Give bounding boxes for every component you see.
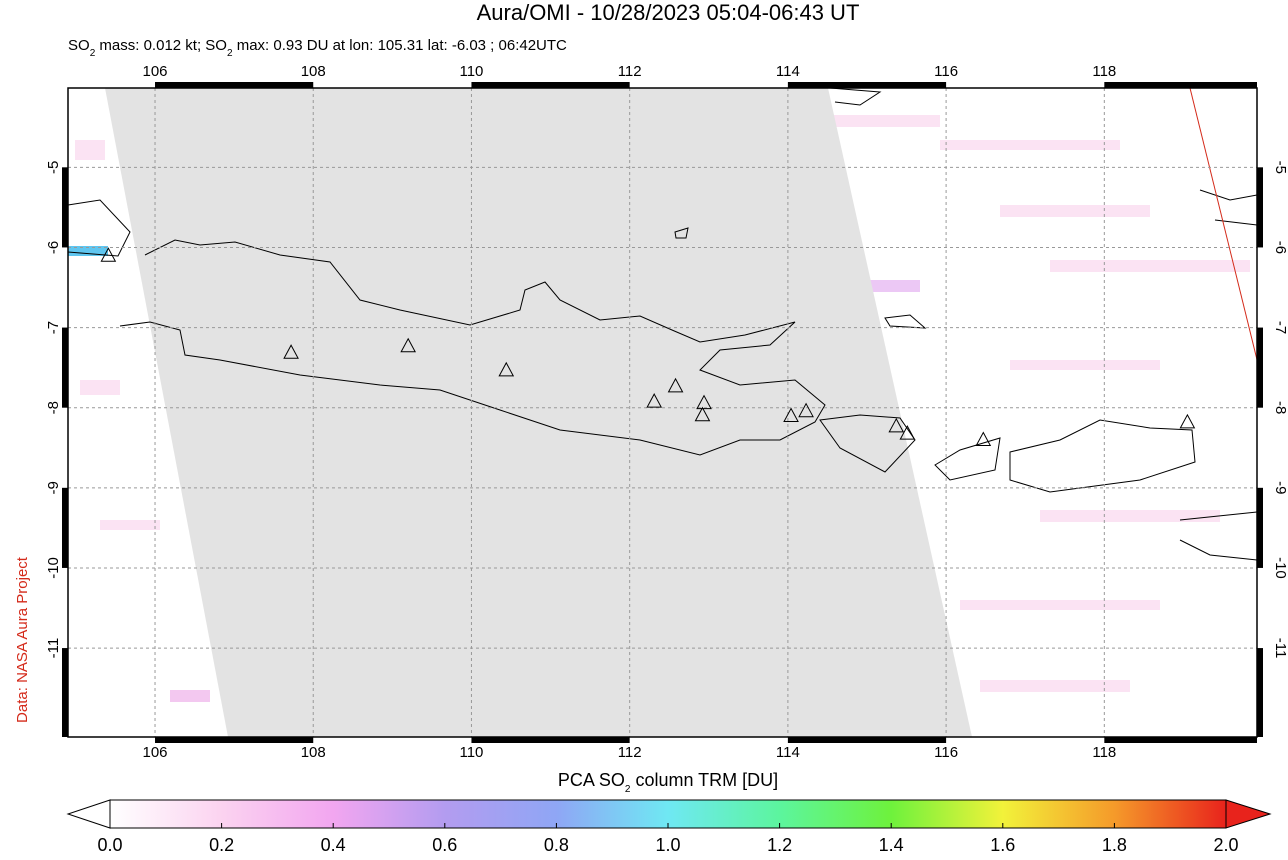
text-part: PCA SO: [558, 770, 625, 790]
y-tick-label: -11: [45, 638, 62, 659]
colorbar-tick-label: 0.2: [209, 835, 234, 855]
volcano: [798, 402, 814, 418]
y-tick-label: -5: [45, 161, 62, 174]
border-bar: [62, 487, 68, 568]
y-tick-label: -6: [1272, 241, 1288, 254]
x-tick-label: 110: [459, 744, 483, 761]
y-tick-label: -9: [45, 481, 62, 494]
border-bar: [1104, 737, 1257, 743]
volcano: [1179, 413, 1196, 429]
colorbar-tick-label: 0.6: [432, 835, 457, 855]
colorbar-arrow: [66, 799, 111, 829]
border-bar: [787, 737, 947, 743]
colorbar-tick-label: 1.0: [655, 835, 680, 855]
volcano: [888, 417, 905, 433]
y-tick-label: -10: [1272, 557, 1288, 579]
text-part: mass: 0.012 kt; SO: [95, 37, 227, 54]
volcano: [696, 394, 712, 410]
x-tick-label: 116: [934, 63, 958, 80]
border-bar: [1257, 648, 1263, 737]
side-label: Data: NASA Aura Project: [14, 556, 31, 723]
x-tick-label: 114: [776, 744, 800, 761]
text-part: SO: [68, 37, 90, 54]
volcano: [975, 431, 992, 447]
x-tick-label: 112: [618, 744, 642, 761]
volcano: [400, 337, 417, 353]
border-bar: [471, 737, 630, 743]
chart-title: Aura/OMI - 10/28/2023 05:04-06:43 UT: [477, 0, 860, 25]
volcano: [498, 361, 515, 377]
x-tick-label: 118: [1092, 744, 1116, 761]
colorbar-tick-label: 1.4: [879, 835, 904, 855]
x-tick-label: 108: [301, 63, 326, 80]
border-bar: [155, 82, 314, 88]
volcano: [646, 393, 663, 408]
y-tick-label: -7: [45, 321, 62, 334]
orbit-gap: [105, 88, 972, 737]
subscript: 2: [227, 48, 233, 59]
map: [67, 87, 1263, 738]
y-tick-label: -5: [1272, 161, 1288, 174]
border-bar: [62, 648, 68, 737]
text-part: max: 0.93 DU at lon: 105.31 lat: -6.03 ;…: [233, 37, 568, 54]
x-tick-label: 112: [618, 63, 642, 80]
y-tick-label: -10: [45, 557, 62, 579]
border-bar: [471, 82, 630, 88]
x-tick-label: 116: [934, 744, 958, 761]
colorbar-tick-label: 1.8: [1102, 835, 1127, 855]
colorbar-tick-label: 0.0: [97, 835, 122, 855]
swath-edge: [1189, 87, 1263, 381]
border-bar: [787, 82, 947, 88]
border-bar: [1257, 167, 1263, 248]
colorbar-tick-label: 1.2: [767, 835, 792, 855]
border-bar: [1257, 327, 1263, 408]
colorbar-tick-label: 0.4: [321, 835, 346, 855]
volcano: [100, 247, 117, 262]
x-tick-label: 110: [459, 63, 483, 80]
x-tick-label: 118: [1092, 63, 1116, 80]
border-bar: [1257, 487, 1263, 568]
subscript: 2: [625, 784, 631, 795]
x-tick-label: 114: [776, 63, 800, 80]
colorbar-tick-label: 0.8: [544, 835, 569, 855]
subtitle: SO2 mass: 0.012 kt; SO2 max: 0.93 DU at …: [68, 37, 567, 59]
colorbar-arrow: [1225, 799, 1272, 829]
y-tick-label: -7: [1272, 321, 1288, 334]
volcano: [899, 425, 916, 440]
x-tick-label: 106: [143, 744, 168, 761]
subscript: 2: [90, 48, 96, 59]
border-bar: [62, 167, 68, 248]
y-tick-label: -11: [1272, 638, 1288, 659]
y-tick-label: -9: [1272, 481, 1288, 494]
y-tick-label: -8: [1272, 401, 1288, 414]
retrieval-stripes: [68, 115, 1250, 702]
text-part: column TRM [DU]: [630, 770, 778, 790]
map-border: [62, 82, 1263, 743]
x-tick-label: 106: [143, 63, 168, 80]
coastlines: [67, 87, 1258, 561]
x-tick-label: 108: [301, 744, 326, 761]
volcano: [694, 406, 711, 422]
y-tick-label: -6: [45, 241, 62, 254]
y-tick-label: -8: [45, 401, 62, 414]
border-bar: [1104, 82, 1257, 88]
colorbar-tick-label: 1.6: [990, 835, 1015, 855]
map-frame: [67, 87, 1258, 738]
volcano: [283, 344, 299, 359]
volcano: [783, 407, 799, 423]
colorbar-tick-label: 2.0: [1213, 835, 1238, 855]
volcano: [667, 377, 684, 393]
colorbar-label: PCA SO2 column TRM [DU]: [558, 770, 778, 795]
border-bar: [155, 737, 314, 743]
border-bar: [62, 327, 68, 408]
